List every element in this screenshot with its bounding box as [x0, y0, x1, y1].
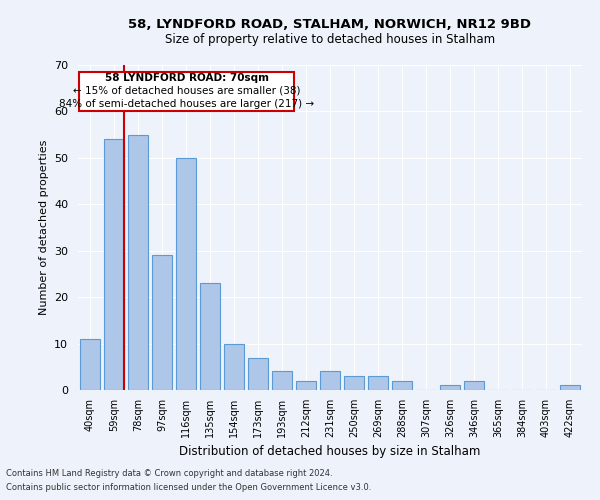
Text: 58 LYNDFORD ROAD: 70sqm: 58 LYNDFORD ROAD: 70sqm: [104, 73, 269, 83]
Text: Size of property relative to detached houses in Stalham: Size of property relative to detached ho…: [165, 34, 495, 46]
Bar: [296, 380, 316, 390]
X-axis label: Distribution of detached houses by size in Stalham: Distribution of detached houses by size …: [179, 446, 481, 458]
Bar: [224, 344, 244, 390]
Bar: [440, 386, 460, 390]
Bar: [272, 372, 292, 390]
Text: Contains HM Land Registry data © Crown copyright and database right 2024.: Contains HM Land Registry data © Crown c…: [6, 468, 332, 477]
Bar: [560, 386, 580, 390]
Text: 84% of semi-detached houses are larger (217) →: 84% of semi-detached houses are larger (…: [59, 100, 314, 110]
Text: Contains public sector information licensed under the Open Government Licence v3: Contains public sector information licen…: [6, 484, 371, 492]
Bar: [464, 380, 484, 390]
Text: 58, LYNDFORD ROAD, STALHAM, NORWICH, NR12 9BD: 58, LYNDFORD ROAD, STALHAM, NORWICH, NR1…: [128, 18, 532, 30]
Bar: [152, 256, 172, 390]
Bar: [200, 283, 220, 390]
Text: ← 15% of detached houses are smaller (38): ← 15% of detached houses are smaller (38…: [73, 86, 301, 96]
Bar: [248, 358, 268, 390]
Bar: [176, 158, 196, 390]
Bar: [104, 140, 124, 390]
Bar: [392, 380, 412, 390]
Bar: [128, 134, 148, 390]
Bar: [80, 339, 100, 390]
Y-axis label: Number of detached properties: Number of detached properties: [38, 140, 49, 315]
Bar: [344, 376, 364, 390]
Bar: [320, 372, 340, 390]
Bar: [368, 376, 388, 390]
FancyBboxPatch shape: [79, 72, 294, 112]
